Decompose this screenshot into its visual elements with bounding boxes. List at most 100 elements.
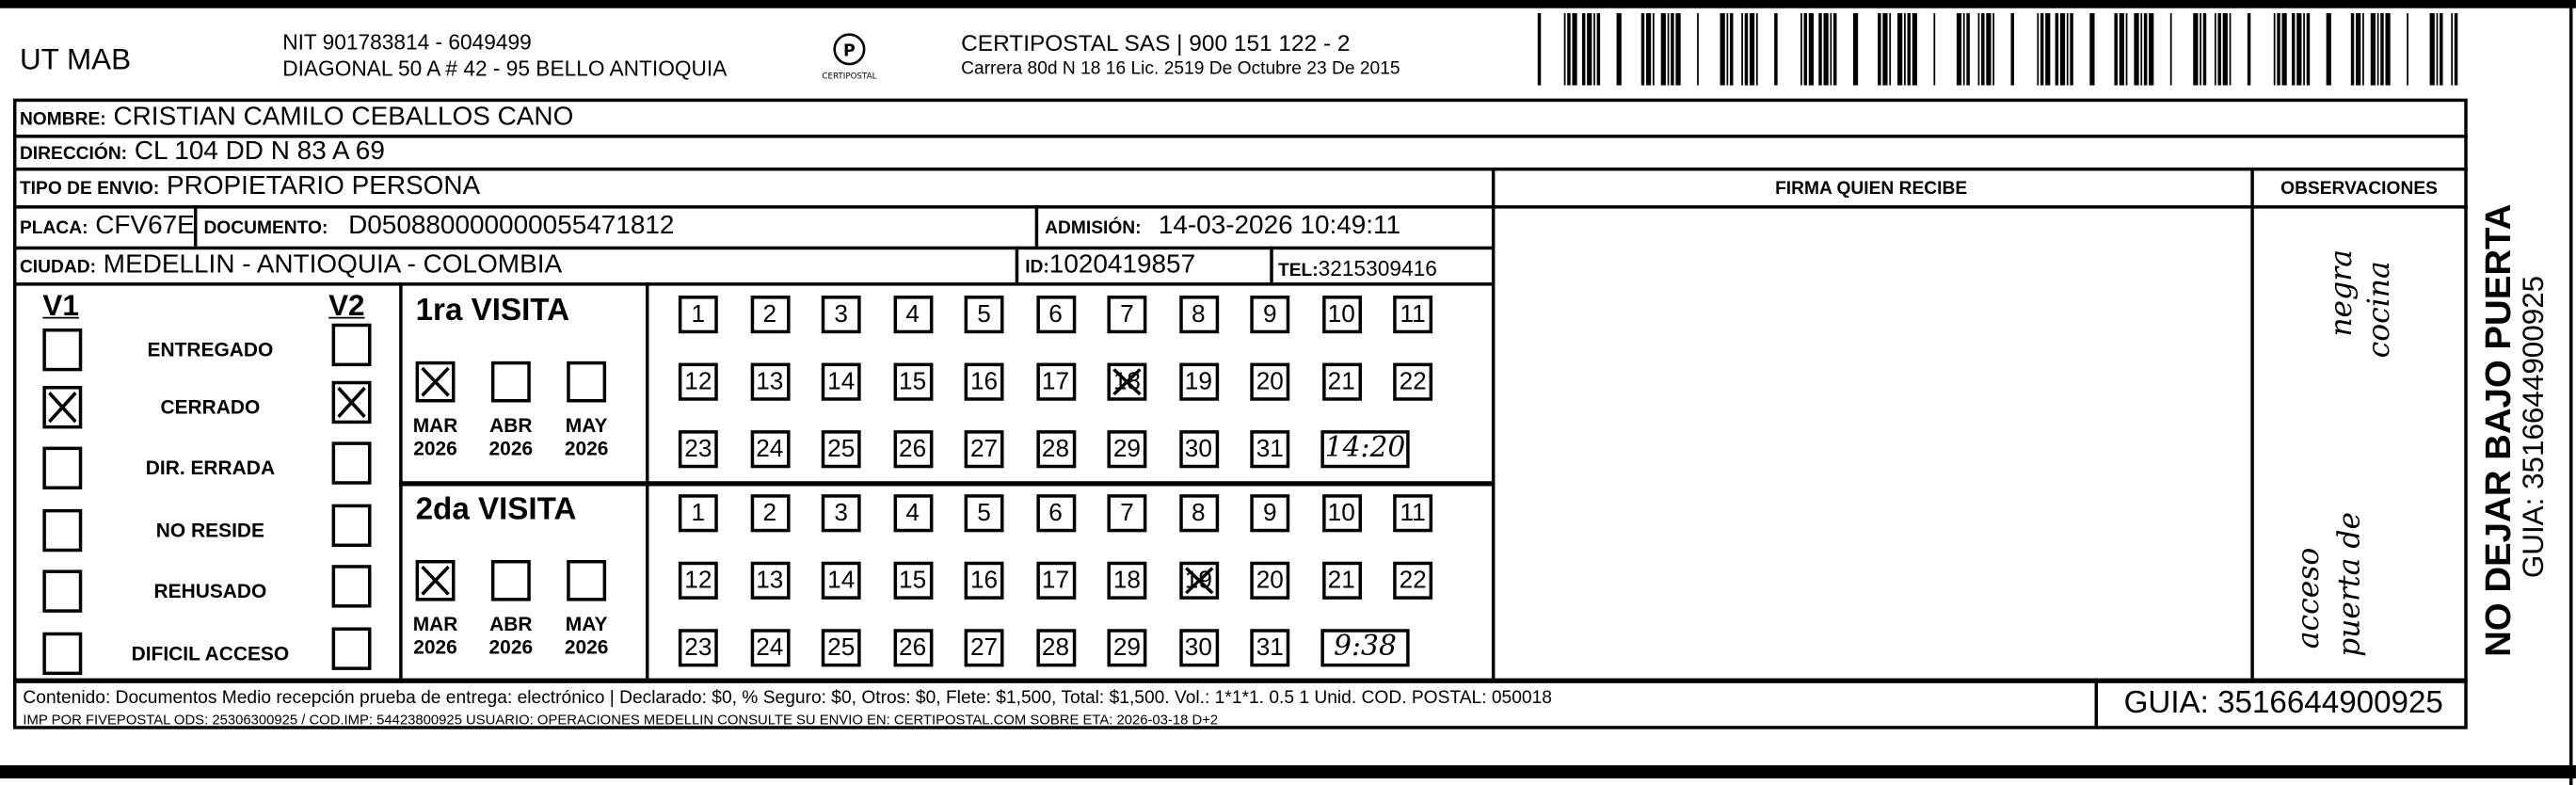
month-checkbox[interactable] [567,360,607,403]
barcode-bar [1966,12,1970,86]
day-box[interactable]: 20 [1250,362,1290,401]
day-box[interactable]: 6 [1035,296,1076,334]
day-box[interactable]: 31 [1250,629,1290,667]
day-box[interactable]: 17 [1035,362,1076,401]
day-box[interactable]: 27 [964,430,1004,469]
barcode-bar [2362,12,2364,86]
day-box[interactable]: 12 [678,561,718,600]
day-box[interactable]: 6 [1035,494,1076,533]
day-box[interactable]: 14 [821,561,861,600]
day-box[interactable]: 9 [1250,296,1290,334]
svg-text:P: P [843,41,856,60]
day-box[interactable]: 25 [821,430,861,469]
day-box[interactable]: 2 [749,494,790,533]
day-box[interactable]: 12 [678,362,718,401]
day-box[interactable]: 20 [1250,561,1290,600]
day-box[interactable]: 15 [892,561,933,600]
day-box[interactable]: 5 [964,296,1004,334]
v2-checkbox[interactable] [331,627,372,670]
day-box[interactable]: 26 [892,430,933,469]
day-box[interactable]: 15 [892,362,933,401]
day-box[interactable]: 24 [749,629,790,667]
day-box[interactable]: 14 [821,362,861,401]
day-box[interactable]: 8 [1178,296,1219,334]
day-box[interactable]: 23 [678,430,718,469]
day-box[interactable]: 11 [1393,494,1433,533]
day-box[interactable]: 27 [964,629,1004,667]
day-box[interactable]: 1 [678,296,718,334]
day-box[interactable]: 31 [1250,430,1290,469]
day-box[interactable]: 21 [1321,561,1362,600]
day-box[interactable]: 23 [678,629,718,667]
v1-checkbox[interactable] [42,328,83,372]
barcode-bar [2143,12,2148,86]
barcode-bar [2119,12,2124,86]
month-checkbox[interactable] [567,559,607,601]
day-box[interactable]: 7 [1107,296,1147,334]
day-box[interactable]: 3 [821,296,861,334]
day-box[interactable]: 11 [1393,296,1433,334]
barcode-bar [1878,12,1881,86]
barcode-bar [2059,12,2066,86]
month-checkbox[interactable] [415,360,456,403]
visit-time: 14:20 [1320,430,1410,469]
v1-checkbox[interactable] [42,508,83,553]
v2-checkbox[interactable] [331,380,372,425]
admision-field: ADMISIÓN: 14-03-2026 10:49:11 [1045,212,1401,240]
v2-checkbox[interactable] [331,441,372,485]
day-box[interactable]: 9 [1250,494,1290,533]
day-box[interactable]: 10 [1321,296,1362,334]
day-box[interactable]: 30 [1178,430,1219,469]
barcode-bar [2114,12,2118,86]
v2-checkbox[interactable] [331,565,372,608]
observaciones-header: OBSERVACIONES [2280,179,2438,200]
v1-checkbox[interactable] [42,632,83,676]
day-box[interactable]: 22 [1393,362,1433,401]
day-box[interactable]: 29 [1107,629,1147,667]
day-box[interactable]: 4 [892,494,933,533]
day-box[interactable]: 5 [964,494,1004,533]
day-box[interactable]: 24 [749,430,790,469]
v1-checkbox[interactable] [42,386,83,429]
day-box[interactable]: 19 [1178,561,1219,600]
day-box[interactable]: 25 [821,629,861,667]
day-box[interactable]: 8 [1178,494,1219,533]
day-box[interactable]: 26 [892,629,933,667]
month-checkbox[interactable] [490,360,531,403]
day-box[interactable]: 21 [1321,362,1362,401]
day-box[interactable]: 29 [1107,430,1147,469]
day-box[interactable]: 17 [1035,561,1076,600]
nombre-field: NOMBRE: CRISTIAN CAMILO CEBALLOS CANO [19,103,574,132]
day-box[interactable]: 7 [1107,494,1147,533]
barcode-bar [2200,12,2201,86]
day-box[interactable]: 10 [1321,494,1362,533]
tel-field: TEL:3215309416 [1277,256,1437,281]
day-box[interactable]: 2 [749,296,790,334]
year-label: 2026 [413,635,457,659]
v2-checkbox[interactable] [331,323,372,367]
v1-checkbox[interactable] [42,569,83,613]
day-box[interactable]: 13 [749,561,790,600]
day-box[interactable]: 1 [678,494,718,533]
day-box[interactable]: 4 [892,296,933,334]
day-box[interactable]: 19 [1178,362,1219,401]
barcode-bar [2277,12,2280,86]
day-box[interactable]: 16 [964,561,1004,600]
day-box[interactable]: 18 [1107,362,1147,401]
v1-checkbox[interactable] [42,446,83,489]
day-box[interactable]: 22 [1393,561,1433,600]
day-box[interactable]: 28 [1035,629,1076,667]
visit-time: 9:38 [1320,629,1410,667]
id-field: ID:1020419857 [1025,250,1196,280]
day-box[interactable]: 13 [749,362,790,401]
month-checkbox[interactable] [415,559,456,601]
day-box[interactable]: 3 [821,494,861,533]
day-box[interactable]: 30 [1178,629,1219,667]
v2-checkbox[interactable] [331,504,372,548]
month-checkbox[interactable] [490,559,531,601]
day-box[interactable]: 18 [1107,561,1147,600]
status-label: DIR. ERRADA [145,457,276,480]
day-box[interactable]: 16 [964,362,1004,401]
day-box[interactable]: 28 [1035,430,1076,469]
barcode-bar [2440,12,2443,86]
